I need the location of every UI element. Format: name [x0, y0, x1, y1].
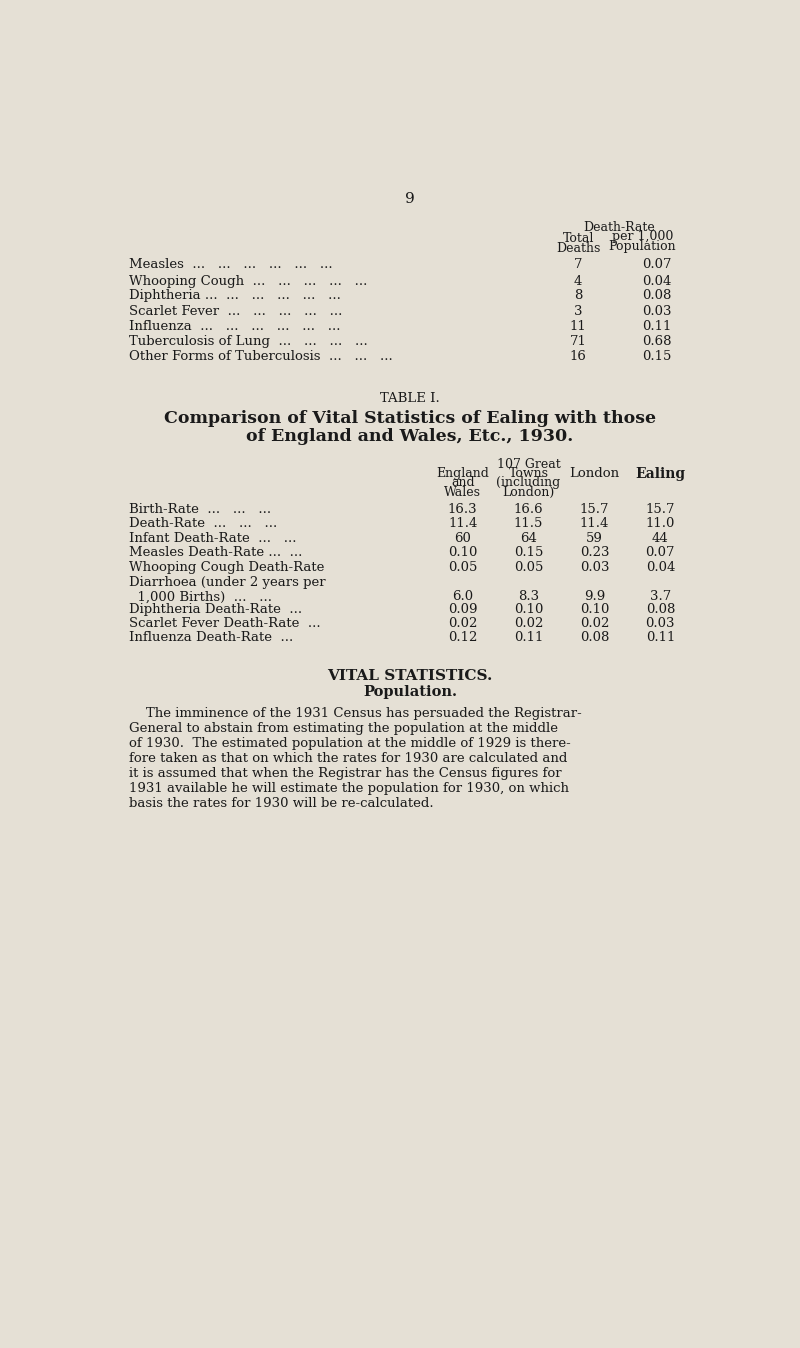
Text: Infant Death-Rate  ...   ...: Infant Death-Rate ... ... — [130, 532, 297, 545]
Text: 1,000 Births)  ...   ...: 1,000 Births) ... ... — [130, 590, 273, 604]
Text: 0.03: 0.03 — [646, 617, 675, 631]
Text: 0.03: 0.03 — [580, 561, 610, 574]
Text: 16.6: 16.6 — [514, 503, 543, 515]
Text: 0.08: 0.08 — [580, 631, 609, 644]
Text: 6.0: 6.0 — [452, 590, 474, 604]
Text: TABLE I.: TABLE I. — [380, 392, 440, 406]
Text: 11.4: 11.4 — [580, 518, 609, 530]
Text: 0.05: 0.05 — [514, 561, 543, 574]
Text: 0.12: 0.12 — [448, 631, 478, 644]
Text: per 1,000: per 1,000 — [612, 231, 673, 243]
Text: Comparison of Vital Statistics of Ealing with those: Comparison of Vital Statistics of Ealing… — [164, 410, 656, 427]
Text: 15.7: 15.7 — [580, 503, 610, 515]
Text: 11.0: 11.0 — [646, 518, 675, 530]
Text: 16.3: 16.3 — [448, 503, 478, 515]
Text: 4: 4 — [574, 275, 582, 287]
Text: 0.07: 0.07 — [646, 546, 675, 559]
Text: 71: 71 — [570, 336, 586, 348]
Text: 60: 60 — [454, 532, 471, 545]
Text: Measles  ...   ...   ...   ...   ...   ...: Measles ... ... ... ... ... ... — [130, 257, 333, 271]
Text: 44: 44 — [652, 532, 669, 545]
Text: 0.05: 0.05 — [448, 561, 478, 574]
Text: and: and — [451, 476, 474, 489]
Text: 8.3: 8.3 — [518, 590, 539, 604]
Text: Deaths: Deaths — [556, 241, 600, 255]
Text: 0.03: 0.03 — [642, 305, 671, 318]
Text: 3.7: 3.7 — [650, 590, 671, 604]
Text: 59: 59 — [586, 532, 603, 545]
Text: 107 Great: 107 Great — [497, 458, 561, 470]
Text: 0.11: 0.11 — [514, 631, 543, 644]
Text: it is assumed that when the Registrar has the Census figures for: it is assumed that when the Registrar ha… — [130, 767, 562, 779]
Text: 0.11: 0.11 — [642, 319, 671, 333]
Text: Other Forms of Tuberculosis  ...   ...   ...: Other Forms of Tuberculosis ... ... ... — [130, 350, 394, 363]
Text: Whooping Cough Death-Rate: Whooping Cough Death-Rate — [130, 561, 325, 574]
Text: 0.10: 0.10 — [580, 604, 609, 616]
Text: 8: 8 — [574, 290, 582, 302]
Text: Death-Rate  ...   ...   ...: Death-Rate ... ... ... — [130, 518, 278, 530]
Text: 11: 11 — [570, 319, 586, 333]
Text: Wales: Wales — [444, 485, 482, 499]
Text: fore taken as that on which the rates for 1930 are calculated and: fore taken as that on which the rates fo… — [130, 752, 568, 764]
Text: Diphtheria Death-Rate  ...: Diphtheria Death-Rate ... — [130, 604, 302, 616]
Text: General to abstain from estimating the population at the middle: General to abstain from estimating the p… — [130, 721, 558, 735]
Text: 0.02: 0.02 — [514, 617, 543, 631]
Text: England: England — [436, 468, 489, 480]
Text: Diphtheria ...  ...   ...   ...   ...   ...: Diphtheria ... ... ... ... ... ... — [130, 290, 342, 302]
Text: Towns: Towns — [509, 468, 549, 480]
Text: 0.04: 0.04 — [646, 561, 675, 574]
Text: Total: Total — [562, 232, 594, 245]
Text: 9: 9 — [405, 191, 415, 206]
Text: 0.23: 0.23 — [580, 546, 610, 559]
Text: Population.: Population. — [363, 685, 457, 698]
Text: Whooping Cough  ...   ...   ...   ...   ...: Whooping Cough ... ... ... ... ... — [130, 275, 368, 287]
Text: 0.11: 0.11 — [646, 631, 675, 644]
Text: basis the rates for 1930 will be re-calculated.: basis the rates for 1930 will be re-calc… — [130, 797, 434, 810]
Text: 11.5: 11.5 — [514, 518, 543, 530]
Text: 1931 available he will estimate the population for 1930, on which: 1931 available he will estimate the popu… — [130, 782, 570, 795]
Text: London): London) — [502, 485, 554, 499]
Text: Tuberculosis of Lung  ...   ...   ...   ...: Tuberculosis of Lung ... ... ... ... — [130, 336, 368, 348]
Text: 7: 7 — [574, 257, 582, 271]
Text: 0.15: 0.15 — [514, 546, 543, 559]
Text: 0.04: 0.04 — [642, 275, 671, 287]
Text: 9.9: 9.9 — [584, 590, 605, 604]
Text: 16: 16 — [570, 350, 586, 363]
Text: of England and Wales, Etc., 1930.: of England and Wales, Etc., 1930. — [246, 429, 574, 445]
Text: Population: Population — [609, 240, 676, 253]
Text: 15.7: 15.7 — [646, 503, 675, 515]
Text: 0.07: 0.07 — [642, 257, 671, 271]
Text: 11.4: 11.4 — [448, 518, 478, 530]
Text: Influenza  ...   ...   ...   ...   ...   ...: Influenza ... ... ... ... ... ... — [130, 319, 341, 333]
Text: The imminence of the 1931 Census has persuaded the Registrar-: The imminence of the 1931 Census has per… — [130, 706, 582, 720]
Text: Diarrhoea (under 2 years per: Diarrhoea (under 2 years per — [130, 576, 326, 589]
Text: 0.08: 0.08 — [642, 290, 671, 302]
Text: Influenza Death-Rate  ...: Influenza Death-Rate ... — [130, 631, 294, 644]
Text: Ealing: Ealing — [635, 466, 686, 481]
Text: of 1930.  The estimated population at the middle of 1929 is there-: of 1930. The estimated population at the… — [130, 736, 571, 749]
Text: VITAL STATISTICS.: VITAL STATISTICS. — [327, 669, 493, 683]
Text: 0.02: 0.02 — [580, 617, 609, 631]
Text: London: London — [570, 468, 619, 480]
Text: 0.68: 0.68 — [642, 336, 671, 348]
Text: 64: 64 — [520, 532, 537, 545]
Text: 0.08: 0.08 — [646, 604, 675, 616]
Text: 0.10: 0.10 — [448, 546, 478, 559]
Text: Scarlet Fever Death-Rate  ...: Scarlet Fever Death-Rate ... — [130, 617, 321, 631]
Text: Scarlet Fever  ...   ...   ...   ...   ...: Scarlet Fever ... ... ... ... ... — [130, 305, 343, 318]
Text: Death-Rate: Death-Rate — [583, 221, 655, 233]
Text: (including: (including — [497, 476, 561, 489]
Text: 3: 3 — [574, 305, 582, 318]
Text: Measles Death-Rate ...  ...: Measles Death-Rate ... ... — [130, 546, 303, 559]
Text: 0.10: 0.10 — [514, 604, 543, 616]
Text: 0.02: 0.02 — [448, 617, 478, 631]
Text: 0.15: 0.15 — [642, 350, 671, 363]
Text: 0.09: 0.09 — [448, 604, 478, 616]
Text: Birth-Rate  ...   ...   ...: Birth-Rate ... ... ... — [130, 503, 271, 515]
